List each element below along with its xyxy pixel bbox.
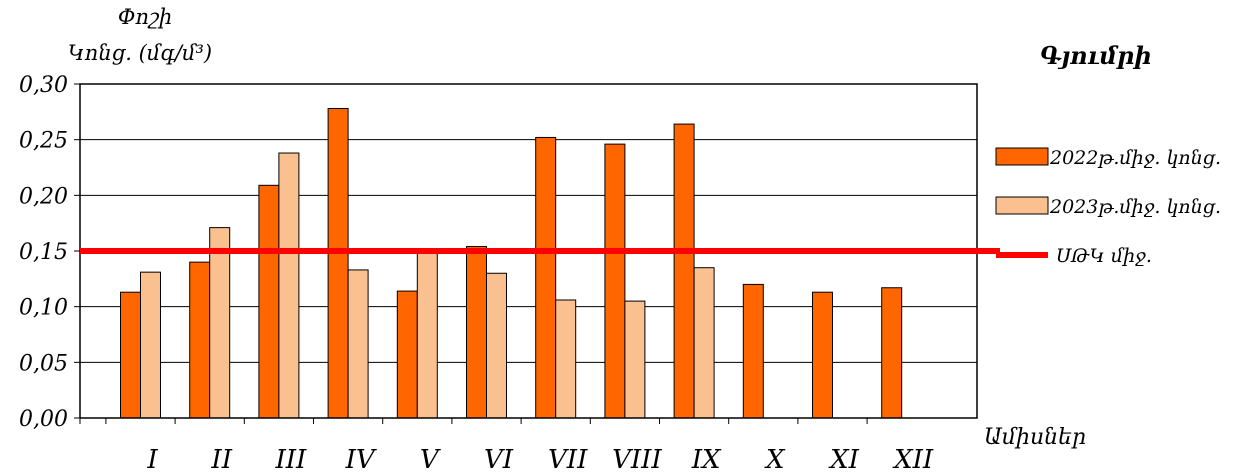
- bar: [881, 287, 903, 419]
- axes: 0,000,050,100,150,200,250,30I II III IV V VI V…: [19, 73, 934, 474]
- legend-swatch: [995, 196, 1049, 215]
- y-axis-title-line1: Փոշի: [118, 5, 172, 29]
- x-tick-label: X: [764, 445, 786, 474]
- bar: [189, 261, 211, 419]
- bar: [278, 152, 300, 419]
- x-tick-label: IV: [345, 445, 377, 474]
- x-tick-label: VIII: [612, 445, 662, 474]
- y-tick-label: 0,20: [19, 184, 68, 209]
- y-tick-label: 0,00: [19, 407, 68, 432]
- chart-title: Գյումրի: [1040, 41, 1152, 70]
- y-tick-label: 0,30: [19, 73, 68, 98]
- y-axis-title-line2: Կոնց. (մգ/մ³): [68, 41, 212, 65]
- y-tick-label: 0,10: [19, 296, 68, 321]
- y-tick-label: 0,05: [19, 351, 68, 376]
- bar: [258, 184, 280, 419]
- bar: [555, 299, 577, 419]
- legend-label: ՍԹԿ միջ.: [1056, 245, 1152, 267]
- x-tick-label: XI: [828, 445, 860, 474]
- y-tick-label: 0,25: [19, 129, 68, 154]
- bar: [535, 136, 557, 419]
- legend-swatch: [995, 147, 1049, 166]
- x-tick-label: V: [420, 445, 441, 474]
- bar: [673, 123, 695, 419]
- x-tick-label: III: [274, 445, 307, 474]
- x-axis-title: Ամիսներ: [984, 425, 1086, 450]
- bar: [604, 143, 626, 419]
- bar: [140, 271, 161, 419]
- x-tick-label: I: [146, 445, 158, 474]
- x-tick-label: IX: [691, 445, 722, 474]
- bar: [327, 107, 349, 419]
- bar: [624, 300, 646, 419]
- x-tick-label: VI: [484, 445, 514, 474]
- bar: [347, 269, 369, 419]
- bar: [693, 267, 715, 419]
- bar: [742, 283, 764, 419]
- legend: 2022թ.միջ. կոնց. 2023թ.միջ. կոնց. ՍԹԿ միջ.: [995, 147, 1221, 267]
- bar: [486, 272, 507, 419]
- bar: [209, 227, 231, 419]
- x-tick-label: VII: [548, 445, 588, 474]
- bar: [812, 291, 833, 419]
- bar: [396, 290, 418, 419]
- bar: [120, 291, 141, 419]
- legend-label: 2023թ.միջ. կոնց.: [1049, 196, 1221, 218]
- legend-label: 2022թ.միջ. կոնց.: [1049, 147, 1221, 169]
- x-tick-label: II: [210, 445, 232, 474]
- x-tick-label: XII: [892, 445, 934, 474]
- bar: [416, 252, 438, 419]
- y-tick-label: 0,15: [19, 240, 68, 265]
- bar: [466, 246, 487, 419]
